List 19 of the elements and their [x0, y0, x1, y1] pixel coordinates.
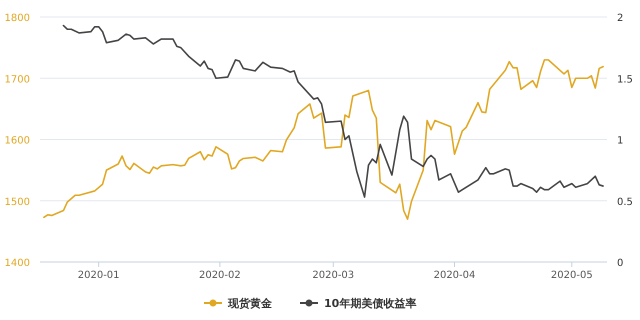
x-tick-label: 2020-05	[550, 270, 593, 281]
y-tick-label: 1500	[4, 196, 30, 208]
line-series	[43, 59, 604, 220]
x-tick-label: 2020-03	[312, 270, 354, 281]
x-tick-label: 2020-01	[78, 270, 120, 281]
y2-tick-label: 2	[617, 13, 624, 24]
line-series	[62, 24, 604, 198]
y-tick-label: 1800	[4, 13, 30, 24]
y2-tick-label: 1.5	[617, 74, 633, 86]
x-tick-label: 2020-04	[434, 270, 476, 281]
y-tick-label: 1400	[4, 258, 30, 269]
y-tick-label: 1600	[4, 136, 30, 146]
legend-label: 现货黄金	[227, 297, 273, 310]
y2-tick-label: 1	[617, 136, 624, 146]
y-tick-label: 1700	[4, 74, 30, 86]
x-tick-label: 2020-02	[198, 270, 241, 281]
legend-label: 10年期美债收益率	[324, 297, 416, 310]
y2-tick-label: 0	[617, 258, 624, 269]
y2-tick-label: 0.5	[617, 196, 633, 208]
